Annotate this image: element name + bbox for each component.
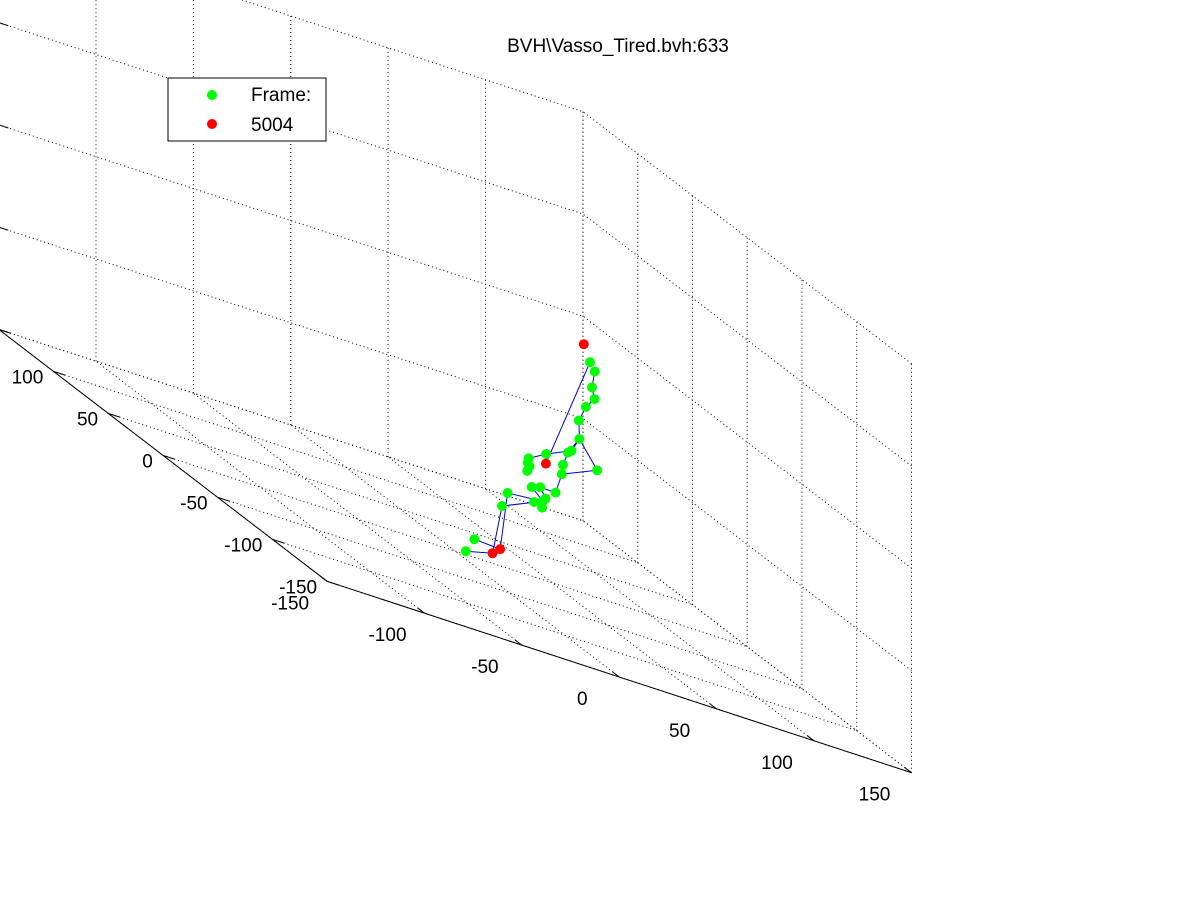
- grid-line: [272, 538, 857, 732]
- x-tick-mark: [514, 639, 523, 646]
- skeleton-bone: [499, 492, 509, 550]
- y-tick-mark: [272, 538, 285, 544]
- skeleton-joints: [460, 339, 603, 559]
- x-tick-labels: -150 -100 -50 0 50 100 150: [271, 593, 890, 805]
- joint-point: [587, 382, 597, 393]
- y-tick-mark: [162, 454, 175, 460]
- grid-line: [162, 454, 748, 648]
- joint-point: [585, 357, 595, 368]
- legend-marker-frame: [207, 90, 217, 100]
- legend-label-frame: Frame:: [251, 85, 311, 106]
- grid-line: [193, 392, 523, 646]
- y-tick-mark: [53, 370, 66, 376]
- grid-line: [0, 22, 584, 215]
- x-tick-label: 150: [859, 785, 891, 806]
- grid-line: [53, 370, 638, 564]
- joint-point: [522, 457, 533, 468]
- y-tick-label: 0: [142, 451, 153, 472]
- joint-point: [574, 434, 585, 444]
- joint-point: [558, 459, 568, 470]
- joint-point: [563, 447, 573, 458]
- joint-point: [592, 465, 603, 476]
- grid-line: [0, 227, 584, 419]
- joint-point: [589, 366, 600, 377]
- x-tick-mark: [709, 703, 717, 710]
- chart-title: BVH\Vasso_Tired.bvh:633: [507, 36, 729, 57]
- grid-line: [0, 124, 584, 317]
- y-tick-label: 100: [12, 367, 44, 388]
- x-tick-label: -150: [271, 593, 309, 614]
- joint-point: [537, 502, 548, 513]
- joint-point: [529, 497, 540, 507]
- x-tick-mark: [904, 767, 912, 774]
- z-tick-mark: [0, 329, 9, 333]
- joint-point: [522, 465, 533, 476]
- x-tick-label: 0: [577, 689, 588, 710]
- x-tick-mark: [612, 671, 620, 678]
- x-tick-label: 100: [761, 753, 793, 774]
- x-tick-mark: [417, 607, 425, 614]
- grid-line: [0, 329, 584, 522]
- y-tick-mark: [326, 580, 339, 586]
- joint-point: [469, 534, 480, 545]
- grid-line: [107, 412, 693, 606]
- joint-point: [573, 415, 584, 426]
- x-axis-line: [326, 580, 912, 774]
- x-tick-mark: [320, 575, 328, 582]
- joint-point: [497, 501, 507, 511]
- skeleton-bone: [561, 469, 598, 475]
- end-site-point: [495, 544, 506, 555]
- grid-line: [217, 496, 803, 690]
- axes: [0, 22, 912, 774]
- joint-point: [556, 469, 567, 480]
- y-tick-label: -50: [180, 493, 207, 514]
- z-tick-mark: [0, 22, 9, 27]
- joint-point: [580, 401, 591, 412]
- x-tick-label: -50: [471, 657, 498, 678]
- z-tick-mark: [0, 227, 9, 231]
- grid-lines: [0, 0, 912, 774]
- end-site-point: [540, 458, 551, 469]
- joint-point: [502, 488, 513, 498]
- legend: Frame: 5004: [167, 77, 327, 142]
- grid-line: [582, 213, 912, 467]
- y-tick-mark: [107, 412, 120, 418]
- joint-point: [535, 482, 546, 493]
- grid-line: [240, 0, 584, 113]
- end-site-point: [578, 339, 589, 350]
- joint-point: [541, 449, 552, 459]
- x-tick-label: -100: [368, 625, 406, 646]
- skeleton-bone: [492, 505, 503, 554]
- joint-point: [550, 487, 561, 498]
- legend-label-5004: 5004: [251, 115, 294, 136]
- grid-line: [95, 360, 425, 614]
- end-site-point: [487, 548, 498, 559]
- y-tick-mark: [217, 496, 230, 502]
- joint-point: [460, 546, 471, 557]
- y-tick-label: 50: [77, 409, 98, 430]
- legend-box: [167, 77, 327, 142]
- legend-marker-5004: [207, 119, 217, 129]
- z-tick-mark: [0, 124, 9, 129]
- skeleton-bone: [578, 438, 598, 471]
- x-tick-mark: [807, 735, 815, 742]
- y-tick-label: -100: [224, 535, 262, 556]
- grid-line: [290, 424, 620, 678]
- x-tick-label: 50: [669, 721, 690, 742]
- skeleton-bone: [545, 362, 591, 464]
- joint-point: [589, 394, 600, 405]
- y-tick-label: -150: [279, 577, 317, 598]
- joint-point: [526, 482, 537, 492]
